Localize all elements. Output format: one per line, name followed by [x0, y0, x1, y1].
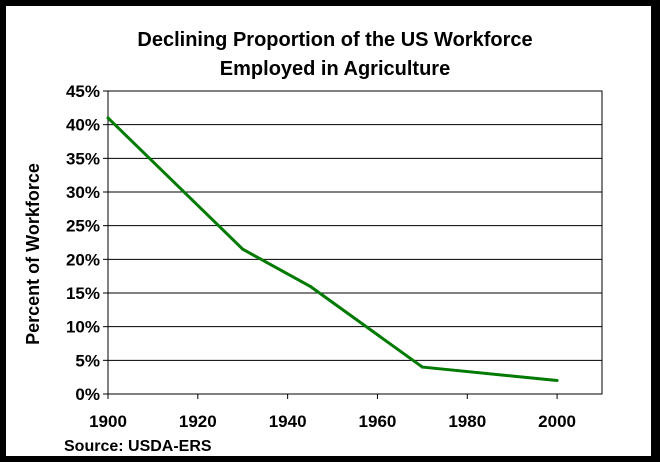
y-tick-label: 35%	[66, 149, 100, 168]
y-tick-label: 40%	[66, 116, 100, 135]
x-tick-label: 2000	[538, 412, 576, 431]
plot-area-border	[107, 90, 603, 395]
data-point	[106, 116, 110, 120]
y-tick-label: 45%	[66, 82, 100, 101]
series-lines	[106, 116, 559, 383]
y-tick-label: 20%	[66, 250, 100, 269]
y-tick-label: 15%	[66, 284, 100, 303]
x-tick-label: 1940	[269, 412, 307, 431]
chart-title-line-1: Declining Proportion of the US Workforce	[137, 29, 532, 51]
x-tick-labels: 1900 1920 1940 1960 1980 2000	[89, 412, 576, 431]
y-tick-label: 10%	[66, 318, 100, 337]
data-point	[420, 365, 424, 369]
data-point	[555, 379, 559, 383]
y-tick-label: 25%	[66, 217, 100, 236]
x-tick-label: 1980	[448, 412, 486, 431]
x-tick-label: 1900	[89, 412, 127, 431]
series-line	[106, 116, 558, 383]
y-axis-title: Percent of Workforce	[23, 163, 43, 345]
x-tick-label: 1960	[359, 412, 397, 431]
chart-frame: Declining Proportion of the US Workforce…	[6, 6, 651, 456]
axes	[103, 90, 603, 399]
data-point	[308, 284, 312, 288]
data-point	[241, 247, 245, 251]
x-tick-label: 1920	[179, 412, 217, 431]
y-tick-label: 5%	[75, 351, 100, 370]
line-chart: Declining Proportion of the US Workforce…	[23, 29, 603, 455]
y-tick-label: 30%	[66, 183, 100, 202]
source-note: Source: USDA-ERS	[64, 438, 212, 455]
y-tick-labels: 0% 5% 10% 15% 20% 25% 30% 35% 40% 45%	[66, 82, 100, 404]
y-tick-label: 0%	[75, 385, 100, 404]
chart-title-line-2: Employed in Agriculture	[220, 58, 450, 80]
